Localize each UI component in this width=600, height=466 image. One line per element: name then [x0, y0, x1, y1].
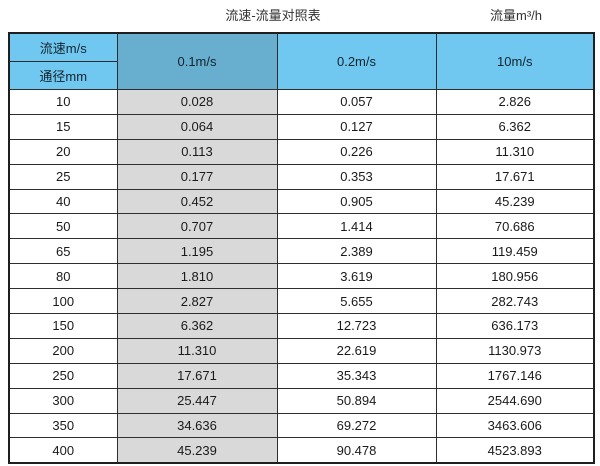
flow-value-10ms: 4523.893 [435, 437, 595, 464]
diameter-cell: 20 [8, 138, 118, 165]
flow-value-0-1ms: 0.452 [116, 188, 278, 215]
diameter-cell: 350 [8, 412, 118, 439]
table-row: 300 25.447 50.894 2544.690 [8, 387, 595, 414]
table-row: 10 0.028 0.057 2.826 [8, 89, 595, 115]
flow-value-10ms: 45.239 [435, 188, 595, 215]
flow-value-0-1ms: 1.195 [116, 238, 278, 265]
flow-value-0-1ms: 25.447 [116, 387, 278, 414]
flow-value-0-2ms: 50.894 [276, 387, 437, 414]
diameter-cell: 250 [8, 362, 118, 389]
diameter-cell: 15 [8, 113, 118, 140]
table-row: 80 1.810 3.619 180.956 [8, 263, 595, 290]
column-header-0-1ms: 0.1m/s [116, 32, 278, 90]
flow-value-0-2ms: 0.353 [276, 163, 437, 190]
page-title: 流速-流量对照表 [225, 8, 321, 23]
flow-value-10ms: 6.362 [435, 113, 595, 140]
flow-value-10ms: 180.956 [435, 263, 595, 290]
table-row: 25 0.177 0.353 17.671 [8, 163, 595, 190]
column-header-0-2ms: 0.2m/s [276, 32, 437, 90]
flow-value-10ms: 17.671 [435, 163, 595, 190]
flow-value-0-2ms: 12.723 [276, 313, 437, 339]
table-row: 20 0.113 0.226 11.310 [8, 138, 595, 165]
diameter-cell: 10 [8, 89, 118, 115]
diameter-cell: 25 [8, 163, 118, 190]
flow-value-0-1ms: 0.177 [116, 163, 278, 190]
flow-value-0-1ms: 17.671 [116, 362, 278, 389]
table-header: 流速m/s 0.1m/s 0.2m/s 10m/s 通径mm [8, 32, 595, 90]
flow-value-0-2ms: 0.057 [276, 89, 437, 115]
flow-value-10ms: 11.310 [435, 138, 595, 165]
flow-value-0-2ms: 2.389 [276, 238, 437, 265]
flow-value-10ms: 282.743 [435, 288, 595, 315]
flow-value-0-1ms: 0.064 [116, 113, 278, 140]
flow-value-10ms: 1767.146 [435, 362, 595, 389]
table-row: 15 0.064 0.127 6.362 [8, 113, 595, 140]
diameter-cell: 80 [8, 263, 118, 290]
flow-value-0-1ms: 11.310 [116, 337, 278, 364]
flow-value-0-2ms: 0.127 [276, 113, 437, 140]
table-row: 100 2.827 5.655 282.743 [8, 288, 595, 315]
flow-value-0-1ms: 2.827 [116, 288, 278, 315]
table-body: 10 0.028 0.057 2.826 15 0.064 0.127 6.362 20 0.11… [8, 89, 595, 464]
diameter-cell: 100 [8, 288, 118, 315]
table-row: 40 0.452 0.905 45.239 [8, 188, 595, 215]
flow-value-0-2ms: 1.414 [276, 213, 437, 240]
flow-value-0-1ms: 6.362 [116, 313, 278, 339]
unit-label: 流量m³/h [489, 8, 543, 23]
velocity-header-cell: 流速m/s [8, 32, 118, 62]
flow-value-0-2ms: 35.343 [276, 362, 437, 389]
diameter-cell: 65 [8, 238, 118, 265]
table-row: 250 17.671 35.343 1767.146 [8, 362, 595, 389]
flow-value-10ms: 3463.606 [435, 412, 595, 439]
table-row: 65 1.195 2.389 119.459 [8, 238, 595, 265]
diameter-cell: 50 [8, 213, 118, 240]
flow-value-0-2ms: 5.655 [276, 288, 437, 315]
flow-value-0-1ms: 0.113 [116, 138, 278, 165]
diameter-cell: 150 [8, 313, 118, 339]
diameter-cell: 400 [8, 437, 118, 464]
table-row: 200 11.310 22.619 1130.973 [8, 337, 595, 364]
table-row: 400 45.239 90.478 4523.893 [8, 437, 595, 464]
flow-value-0-2ms: 90.478 [276, 437, 437, 464]
flow-value-0-2ms: 0.226 [276, 138, 437, 165]
flow-value-0-2ms: 69.272 [276, 412, 437, 439]
flow-value-10ms: 70.686 [435, 213, 595, 240]
flow-value-0-1ms: 0.707 [116, 213, 278, 240]
flow-value-0-2ms: 0.905 [276, 188, 437, 215]
flow-value-10ms: 1130.973 [435, 337, 595, 364]
flow-value-0-2ms: 3.619 [276, 263, 437, 290]
flow-value-10ms: 636.173 [435, 313, 595, 339]
flow-value-0-1ms: 1.810 [116, 263, 278, 290]
diameter-cell: 40 [8, 188, 118, 215]
table-row: 150 6.362 12.723 636.173 [8, 313, 595, 339]
flow-value-10ms: 119.459 [435, 238, 595, 265]
flow-value-0-1ms: 0.028 [116, 89, 278, 115]
flow-value-10ms: 2.826 [435, 89, 595, 115]
column-header-10ms: 10m/s [435, 32, 595, 90]
flow-value-0-1ms: 45.239 [116, 437, 278, 464]
flow-rate-table: 流速m/s 0.1m/s 0.2m/s 10m/s 通径mm 10 0.028 0.… [8, 32, 595, 465]
table-row: 350 34.636 69.272 3463.606 [8, 412, 595, 439]
diameter-header-cell: 通径mm [8, 61, 118, 90]
flow-value-0-1ms: 34.636 [116, 412, 278, 439]
diameter-cell: 300 [8, 387, 118, 414]
flow-value-0-2ms: 22.619 [276, 337, 437, 364]
table-row: 50 0.707 1.414 70.686 [8, 213, 595, 240]
diameter-cell: 200 [8, 337, 118, 364]
flow-value-10ms: 2544.690 [435, 387, 595, 414]
